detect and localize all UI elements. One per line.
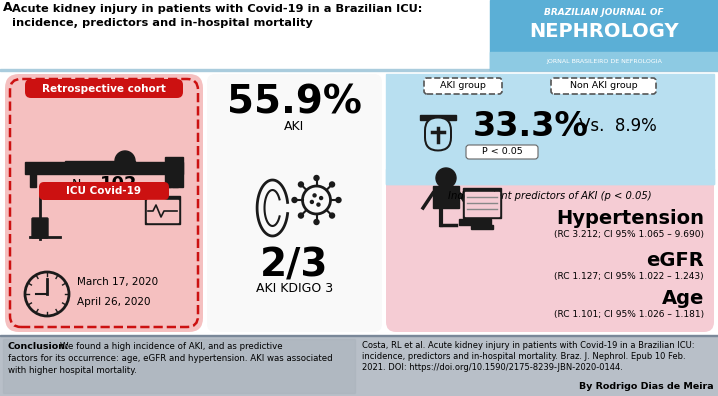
FancyBboxPatch shape	[5, 74, 203, 332]
Bar	[65, 161, 135, 171]
FancyBboxPatch shape	[466, 145, 538, 159]
Bar	[3, 339, 355, 393]
Bar	[0, 336, 718, 396]
FancyBboxPatch shape	[424, 78, 502, 94]
Bar	[165, 157, 183, 187]
Circle shape	[313, 194, 316, 197]
Circle shape	[310, 200, 313, 204]
Bar	[386, 169, 714, 184]
FancyBboxPatch shape	[32, 218, 48, 238]
Text: Vs.  8.9%: Vs. 8.9%	[579, 117, 657, 135]
Text: 33.3%: 33.3%	[473, 110, 589, 143]
Circle shape	[314, 175, 319, 181]
Circle shape	[314, 219, 319, 225]
Text: JORNAL BRASILEIRO DE NEFROLOGIA: JORNAL BRASILEIRO DE NEFROLOGIA	[546, 59, 662, 63]
Bar	[463, 188, 501, 218]
Text: factors for its occurrence: age, eGFR and hypertension. AKI was associated: factors for its occurrence: age, eGFR an…	[8, 354, 332, 363]
Circle shape	[336, 198, 341, 202]
Text: 2021. DOI: https://doi.org/10.1590/2175-8239-JBN-2020-0144.: 2021. DOI: https://doi.org/10.1590/2175-…	[362, 363, 623, 372]
FancyBboxPatch shape	[386, 74, 714, 184]
Circle shape	[330, 182, 335, 187]
Bar	[25, 162, 183, 174]
Text: By Rodrigo Dias de Meira: By Rodrigo Dias de Meira	[579, 382, 714, 391]
Text: Age: Age	[661, 289, 704, 308]
Text: NEPHROLOGY: NEPHROLOGY	[529, 22, 679, 41]
Text: Retrospective cohort: Retrospective cohort	[42, 84, 166, 93]
Text: eGFR: eGFR	[646, 251, 704, 270]
Text: ICU Covid-19: ICU Covid-19	[67, 186, 141, 196]
Bar	[30, 173, 36, 187]
FancyBboxPatch shape	[386, 74, 714, 332]
Bar	[459, 219, 491, 225]
Bar	[490, 0, 718, 70]
Text: AKI: AKI	[284, 120, 304, 133]
Text: March 17, 2020: March 17, 2020	[77, 277, 158, 287]
Circle shape	[330, 213, 335, 218]
Text: (RC 1.127; CI 95% 1.022 – 1.243): (RC 1.127; CI 95% 1.022 – 1.243)	[554, 272, 704, 280]
Bar	[465, 192, 499, 216]
Circle shape	[436, 168, 456, 188]
Text: (RC 3.212; CI 95% 1.065 – 9.690): (RC 3.212; CI 95% 1.065 – 9.690)	[554, 230, 704, 238]
Text: with higher hospital mortality.: with higher hospital mortality.	[8, 366, 136, 375]
FancyBboxPatch shape	[39, 182, 169, 200]
Bar	[433, 186, 459, 208]
Text: Conclusion:: Conclusion:	[8, 342, 70, 351]
Text: Acute kidney injury in patients with Covid-19 in a Brazilian ICU:: Acute kidney injury in patients with Cov…	[12, 4, 422, 14]
Text: (RC 1.101; CI 95% 1.026 – 1.181): (RC 1.101; CI 95% 1.026 – 1.181)	[554, 310, 704, 318]
Text: 2/3: 2/3	[260, 247, 329, 285]
Text: We found a high incidence of AKI, and as predictive: We found a high incidence of AKI, and as…	[60, 342, 283, 351]
Text: N =: N =	[72, 177, 100, 190]
Bar	[0, 0, 718, 70]
Circle shape	[299, 182, 304, 187]
Text: BRAZILIAN JOURNAL OF: BRAZILIAN JOURNAL OF	[544, 8, 664, 17]
Text: incidence, predictors and in-hospital mortality: incidence, predictors and in-hospital mo…	[12, 18, 313, 28]
Bar	[172, 173, 178, 187]
Bar	[490, 52, 718, 70]
Bar	[0, 69, 718, 71]
Text: 102: 102	[100, 175, 138, 193]
Text: Costa, RL et al. Acute kidney injury in patients with Covid-19 in a Brazilian IC: Costa, RL et al. Acute kidney injury in …	[362, 341, 694, 350]
Bar	[471, 225, 493, 229]
Bar	[145, 196, 180, 224]
Circle shape	[115, 151, 135, 171]
Text: AKI group: AKI group	[440, 82, 486, 91]
Text: Independent predictors of AKI (p < 0.05): Independent predictors of AKI (p < 0.05)	[448, 191, 652, 201]
Text: A: A	[3, 1, 13, 14]
Text: P < 0.05: P < 0.05	[482, 147, 523, 156]
Text: AKI KDIGO 3: AKI KDIGO 3	[256, 282, 333, 295]
Text: April 26, 2020: April 26, 2020	[77, 297, 151, 307]
Text: Hypertension: Hypertension	[556, 209, 704, 227]
Circle shape	[320, 196, 322, 200]
Bar	[153, 184, 171, 187]
Bar	[0, 335, 718, 336]
FancyBboxPatch shape	[25, 79, 183, 98]
Bar	[386, 74, 714, 184]
Text: Non AKI group: Non AKI group	[569, 82, 638, 91]
Bar	[420, 114, 456, 120]
FancyBboxPatch shape	[426, 118, 450, 150]
FancyBboxPatch shape	[424, 116, 452, 152]
Text: 55.9%: 55.9%	[227, 83, 362, 121]
FancyBboxPatch shape	[551, 78, 656, 94]
FancyBboxPatch shape	[207, 74, 382, 332]
Circle shape	[299, 213, 304, 218]
Circle shape	[317, 203, 320, 206]
Circle shape	[292, 198, 297, 202]
Bar	[147, 200, 178, 222]
Text: incidence, predictors and in-hospital mortality. Braz. J. Nephrol. Epub 10 Feb.: incidence, predictors and in-hospital mo…	[362, 352, 686, 361]
